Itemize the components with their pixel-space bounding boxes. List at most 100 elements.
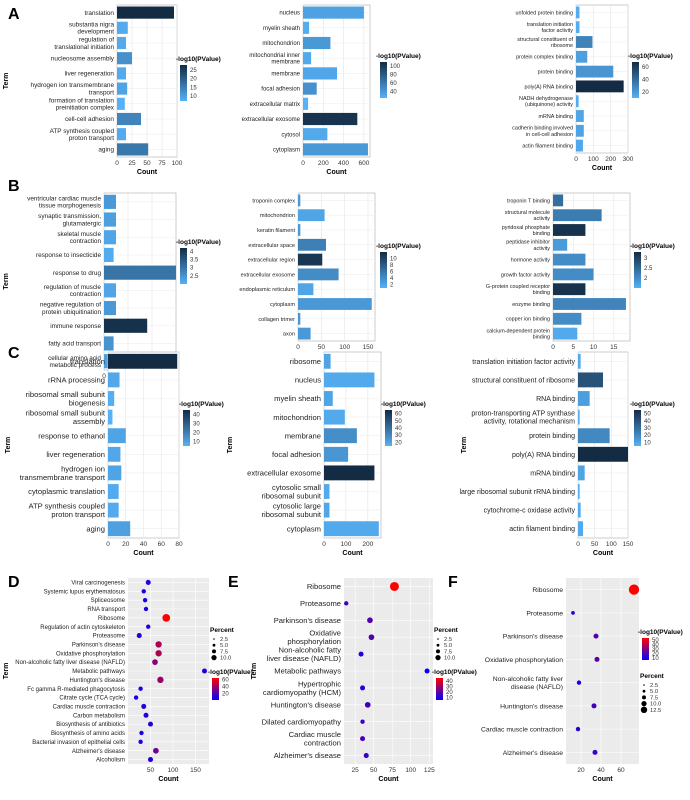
category-label-line: Cardiac muscle contraction: [481, 727, 563, 734]
x-tick-label: 75: [389, 767, 397, 774]
category-label-line: Non-alcoholic fatty liver: [493, 676, 564, 683]
category-label: Huntington's disease: [500, 703, 563, 710]
category-label: RNA transport: [87, 607, 125, 613]
colorbar-tick-label: 20: [222, 692, 229, 698]
category-label-line: nucleosome assembly: [51, 55, 115, 62]
size-legend-dot: [211, 655, 217, 661]
category-label-line: Huntington's disease: [271, 700, 341, 709]
bar: [298, 312, 301, 325]
category-label-line: focal adhesion: [272, 450, 321, 459]
category-label: skeletal muscle contraction: [57, 231, 101, 245]
category-label-line: Oxidative phosphorylation: [56, 651, 125, 657]
dot: [424, 668, 430, 674]
category-label-line: Carbon metabolism: [73, 713, 125, 719]
dot: [146, 624, 151, 629]
bar: [324, 502, 330, 518]
bar: [104, 300, 116, 316]
category-label: Cardiac muscle contraction: [289, 730, 341, 747]
category-label-line: Citrate cycle (TCA cycle): [59, 696, 125, 702]
chart-a2: 0 200 400 600 nucleus myelin sheath mitochondr…: [242, 4, 421, 176]
colorbar-tick-label: 3.5: [190, 257, 199, 263]
colorbar-tick-label: 20: [644, 433, 651, 439]
size-legend-label: 7.5: [220, 649, 228, 655]
x-tick-label: 150: [363, 344, 374, 351]
dot: [389, 581, 399, 591]
category-label-line: skeletal muscle: [57, 231, 101, 238]
category-label-line: transmembrane transport: [20, 473, 106, 482]
colorbar-tick-label: 20: [652, 651, 659, 657]
category-label-line: binding: [533, 231, 550, 237]
category-label-line: ATP synthesis coupled: [50, 128, 115, 135]
bar: [298, 283, 314, 296]
bar: [117, 82, 128, 95]
category-label-line: Fc gamma R-mediated phagocytosis: [27, 687, 125, 693]
size-legend-dot: [641, 701, 647, 707]
category-label: liver regeneration: [65, 71, 115, 78]
x-axis-label: Count: [133, 550, 154, 557]
category-label: ATP synthesis coupled proton transport: [28, 502, 105, 519]
colorbar-tick-label: 30: [193, 422, 200, 428]
category-label-line: unfolded protein binding: [515, 10, 573, 16]
dot: [142, 597, 148, 603]
category-label: Ribosome: [532, 587, 563, 594]
category-label: nucleus: [295, 376, 321, 385]
colorbar-tick-label: 10: [193, 440, 200, 446]
category-label-line: in cell-cell adhesion: [526, 132, 573, 138]
size-legend-label: 10.0: [650, 702, 661, 708]
colorbar-bar: [380, 62, 387, 98]
category-label: Cardiac muscle contraction: [481, 727, 563, 734]
bar: [578, 353, 581, 369]
category-label: poly(A) RNA binding: [524, 84, 573, 90]
category-label: hydrogen ion transmembrane transport: [31, 82, 115, 96]
colorbar-tick-label: 80: [390, 73, 397, 79]
bar: [117, 128, 126, 141]
category-label-line: large ribosomal subunit rRNA binding: [459, 489, 575, 496]
bar: [108, 428, 126, 444]
colorbar-tick-label: 10: [446, 695, 453, 701]
size-legend-dot: [212, 643, 216, 647]
category-label-line: liver regeneration: [65, 71, 115, 78]
category-label-line: protein ubiquitination: [42, 309, 101, 316]
x-tick-label: 50: [370, 767, 378, 774]
colorbar-tick-label: 25: [190, 68, 197, 74]
category-label-line: proton transport: [51, 510, 105, 519]
category-label: structural constituent of ribosome: [517, 37, 573, 49]
size-legend-title: Percent: [210, 627, 235, 634]
bar: [324, 409, 345, 425]
size-legend-title: Percent: [640, 673, 665, 680]
x-axis-label: Count: [326, 169, 347, 176]
colorbar-tick-label: 2: [390, 283, 394, 289]
category-label-line: ribosomal small subunit: [26, 409, 106, 418]
colorbar-tick-label: 50: [644, 412, 651, 418]
category-label-line: calcium-dependent protein: [486, 328, 550, 334]
bar: [578, 521, 583, 537]
category-label-line: Cardiac muscle contraction: [53, 705, 125, 711]
bar: [104, 336, 114, 351]
category-label-line: negative regulation of: [40, 302, 101, 309]
bar: [104, 212, 116, 227]
dot: [594, 656, 600, 662]
bar: [298, 224, 301, 236]
category-label: cytochrome-c oxidase activity: [484, 508, 576, 515]
chart-a3: 0 100 200 300 unfolded protein binding transl…: [512, 4, 673, 172]
bar: [117, 143, 149, 156]
category-label-line: actin filament binding: [522, 143, 573, 149]
bar: [553, 194, 564, 207]
x-tick-label: 50: [318, 344, 326, 351]
category-label-line: protein binding: [538, 69, 573, 75]
size-legend-dot: [642, 695, 646, 700]
category-label-line: metabolic process: [49, 362, 101, 369]
colorbar-tick-label: 20: [642, 90, 649, 96]
dot: [143, 606, 149, 612]
dot: [138, 739, 143, 745]
category-label: cytosolic small ribosomal subunit: [261, 483, 321, 500]
dot: [368, 634, 375, 641]
bar: [108, 391, 115, 406]
category-label: focal adhesion: [261, 87, 300, 93]
bar: [553, 312, 582, 325]
category-label-line: Oxidative: [309, 629, 341, 638]
category-label-line: biogenesis: [69, 398, 106, 407]
category-label-line: myelin sheath: [274, 394, 321, 403]
bar: [553, 253, 586, 266]
